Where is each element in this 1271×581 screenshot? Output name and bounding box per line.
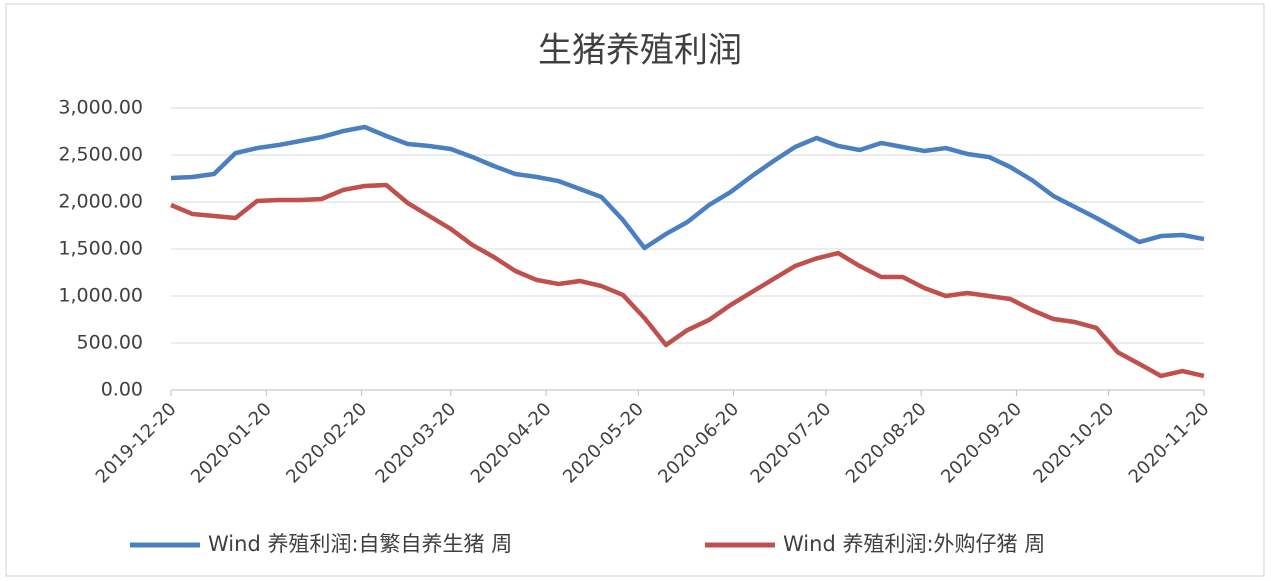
- series-line: [170, 124, 1205, 251]
- y-tick-label: 3,000.00: [58, 97, 143, 119]
- series-line: [170, 182, 1205, 379]
- y-tick-label: 500.00: [77, 332, 143, 354]
- chart-frame: [5, 3, 1265, 577]
- y-tick-label: 2,500.00: [58, 144, 143, 166]
- y-tick-label: 2,000.00: [58, 191, 143, 213]
- legend-label: Wind 养殖利润:外购仔猪 周: [783, 532, 1045, 556]
- y-tick-label: 0.00: [101, 379, 143, 401]
- chart-title: 生猪养殖利润: [538, 31, 742, 71]
- y-tick-label: 1,000.00: [58, 285, 143, 307]
- legend-label: Wind 养殖利润:自繁自养生猪 周: [208, 532, 512, 556]
- y-tick-label: 1,500.00: [58, 238, 143, 260]
